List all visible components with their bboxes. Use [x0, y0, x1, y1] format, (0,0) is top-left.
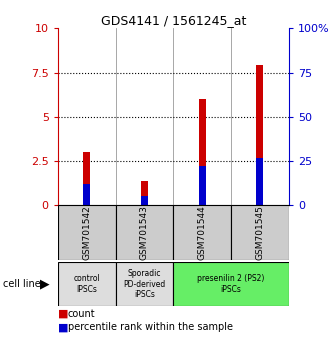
Bar [199, 166, 206, 205]
Text: ■: ■ [58, 309, 68, 319]
Bar [141, 195, 148, 205]
Text: control
IPSCs: control IPSCs [73, 274, 100, 294]
Text: cell line: cell line [3, 279, 41, 289]
Bar [58, 262, 115, 306]
Text: ▶: ▶ [40, 278, 50, 291]
Bar [83, 184, 90, 205]
Bar [83, 152, 90, 205]
Bar [256, 158, 263, 205]
Bar [199, 99, 206, 205]
Text: GSM701545: GSM701545 [255, 205, 264, 260]
Bar [173, 262, 289, 306]
Bar [173, 205, 231, 260]
Bar [58, 205, 115, 260]
Bar [231, 205, 289, 260]
Text: ■: ■ [58, 322, 68, 332]
Text: presenilin 2 (PS2)
iPSCs: presenilin 2 (PS2) iPSCs [197, 274, 265, 294]
Text: GSM701544: GSM701544 [198, 205, 207, 260]
Text: GSM701543: GSM701543 [140, 205, 149, 260]
Bar [115, 205, 173, 260]
Bar [141, 181, 148, 205]
Text: Sporadic
PD-derived
iPSCs: Sporadic PD-derived iPSCs [123, 269, 166, 299]
Text: percentile rank within the sample: percentile rank within the sample [68, 322, 233, 332]
Bar [256, 65, 263, 205]
Text: GSM701542: GSM701542 [82, 205, 91, 260]
Bar [115, 262, 173, 306]
Text: count: count [68, 309, 95, 319]
Title: GDS4141 / 1561245_at: GDS4141 / 1561245_at [101, 14, 246, 27]
